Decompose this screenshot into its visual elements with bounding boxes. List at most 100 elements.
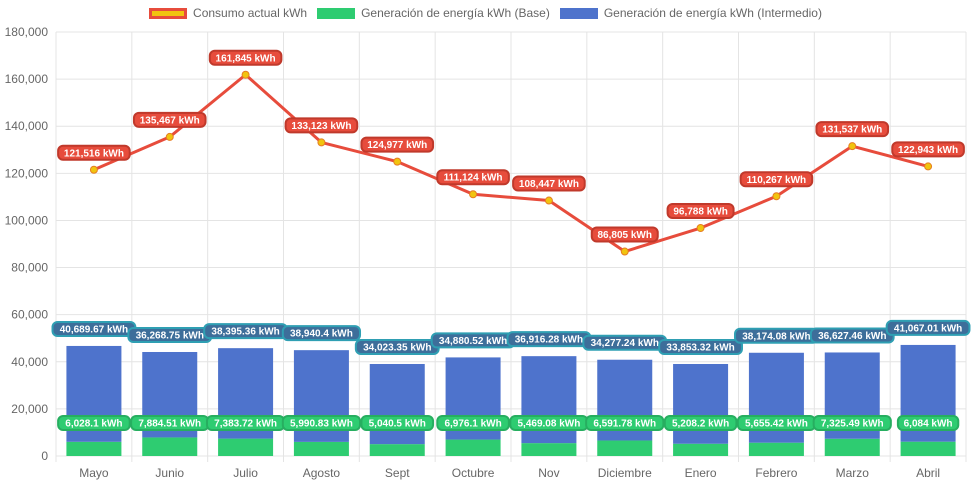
x-tick-label: Sept bbox=[385, 466, 410, 480]
data-label-base-bg bbox=[896, 415, 960, 431]
data-label-intermedio: 33,853.32 kWh bbox=[666, 342, 734, 353]
data-label-consumo: 161,845 kWh bbox=[216, 53, 276, 64]
point-consumo bbox=[393, 157, 402, 166]
data-label-consumo: 131,537 kWh bbox=[822, 125, 882, 136]
y-tick-label: 60,000 bbox=[11, 308, 48, 322]
point-consumo bbox=[165, 132, 174, 141]
y-tick-label: 180,000 bbox=[5, 25, 49, 39]
bar-base bbox=[445, 439, 501, 456]
legend-item-consumo[interactable]: Consumo actual kWh bbox=[149, 6, 307, 20]
data-label-consumo-bg bbox=[666, 203, 735, 220]
data-label-consumo: 111,124 kWh bbox=[444, 173, 503, 184]
x-tick-label: Marzo bbox=[836, 466, 870, 480]
data-label-base-bg bbox=[436, 415, 510, 431]
x-tick-label: Octubre bbox=[452, 466, 495, 480]
data-label-base: 5,655.42 kWh bbox=[745, 419, 808, 430]
bar-base bbox=[673, 443, 729, 456]
y-tick-label: 20,000 bbox=[11, 402, 48, 416]
y-tick-label: 40,000 bbox=[11, 355, 48, 369]
data-label-base: 7,884.51 kWh bbox=[138, 419, 201, 430]
data-label-consumo-bg bbox=[891, 141, 965, 158]
legend-swatch-consumo bbox=[149, 7, 188, 19]
data-label-consumo-bg bbox=[512, 175, 586, 192]
data-label-consumo-bg bbox=[815, 121, 890, 138]
bar-base bbox=[66, 441, 122, 456]
data-label-base: 6,084 kWh bbox=[904, 419, 953, 430]
data-label-consumo: 108,447 kWh bbox=[519, 179, 579, 190]
legend-label-consumo: Consumo actual kWh bbox=[193, 6, 308, 20]
data-label-consumo-bg bbox=[57, 144, 131, 161]
x-tick-label: Febrero bbox=[755, 466, 797, 480]
data-label-intermedio: 38,174.08 kWh bbox=[742, 331, 810, 342]
legend-item-intermedio[interactable]: Generación de energía kWh (Intermedio) bbox=[559, 6, 822, 20]
data-label-base-bg bbox=[360, 415, 435, 431]
data-label-consumo: 124,977 kWh bbox=[367, 140, 427, 151]
point-consumo bbox=[241, 70, 250, 79]
x-tick-label: Agosto bbox=[303, 466, 341, 480]
x-tick-label: Nov bbox=[538, 466, 559, 480]
data-label-consumo: 121,516 kWh bbox=[64, 148, 124, 159]
bar-base bbox=[748, 442, 804, 456]
data-label-intermedio-bg bbox=[658, 338, 743, 355]
y-tick-label: 80,000 bbox=[11, 261, 48, 275]
legend-label-base: Generación de energía kWh (Base) bbox=[361, 6, 550, 20]
bar-base bbox=[900, 441, 956, 456]
data-label-intermedio: 40,689.67 kWh bbox=[60, 324, 128, 335]
point-consumo bbox=[696, 224, 705, 233]
y-tick-label: 140,000 bbox=[5, 119, 49, 133]
point-consumo bbox=[89, 165, 98, 174]
data-label-intermedio: 36,268.75 kWh bbox=[136, 330, 204, 341]
legend-swatch-base bbox=[317, 7, 356, 19]
data-label-base: 5,208.2 kWh bbox=[672, 419, 729, 430]
data-label-base: 6,591.78 kWh bbox=[593, 419, 656, 430]
data-label-intermedio-bg bbox=[281, 325, 362, 342]
bar-base bbox=[142, 437, 198, 456]
bar-base bbox=[521, 443, 577, 456]
data-label-consumo: 110,267 kWh bbox=[747, 175, 806, 186]
data-label-base: 5,469.08 kWh bbox=[518, 419, 581, 430]
x-tick-label: Abril bbox=[916, 466, 940, 480]
data-label-base-bg bbox=[57, 415, 131, 431]
data-label-consumo: 135,467 kWh bbox=[140, 115, 200, 126]
data-label-intermedio: 38,395.36 kWh bbox=[211, 327, 279, 338]
data-label-intermedio: 34,023.35 kWh bbox=[363, 342, 431, 353]
data-label-consumo: 122,943 kWh bbox=[898, 145, 958, 156]
bar-intermedio bbox=[673, 363, 729, 444]
bar-intermedio bbox=[369, 363, 425, 445]
point-consumo bbox=[544, 196, 553, 205]
bar-base bbox=[218, 438, 274, 456]
data-label-consumo-bg bbox=[208, 49, 283, 66]
data-label-consumo: 133,123 kWh bbox=[291, 121, 351, 132]
x-tick-label: Enero bbox=[685, 466, 717, 480]
data-label-base: 6,976.1 kWh bbox=[444, 419, 501, 430]
data-label-consumo-bg bbox=[739, 171, 814, 188]
legend-label-intermedio: Generación de energía kWh (Intermedio) bbox=[603, 6, 822, 20]
data-label-intermedio: 38,940.4 kWh bbox=[290, 329, 353, 340]
bar-base bbox=[597, 440, 653, 456]
data-label-base-bg bbox=[281, 415, 362, 431]
data-label-base: 6,028.1 kWh bbox=[65, 419, 122, 430]
y-tick-label: 160,000 bbox=[5, 72, 49, 86]
data-label-base-bg bbox=[812, 415, 892, 431]
data-label-intermedio: 41,067.01 kWh bbox=[894, 323, 962, 334]
data-label-consumo: 96,788 kWh bbox=[673, 207, 727, 218]
point-consumo bbox=[469, 190, 478, 199]
data-label-consumo-bg bbox=[360, 136, 435, 153]
point-consumo bbox=[317, 138, 326, 147]
data-label-base-bg bbox=[585, 415, 665, 431]
line-consumo bbox=[93, 73, 929, 254]
data-label-intermedio-bg bbox=[885, 319, 971, 336]
data-label-base: 5,040.5 kWh bbox=[369, 419, 426, 430]
bar-base bbox=[293, 441, 349, 456]
data-label-base: 7,383.72 kWh bbox=[214, 419, 277, 430]
legend-swatch-intermedio bbox=[559, 7, 598, 19]
point-consumo bbox=[848, 142, 857, 151]
bar-base bbox=[824, 438, 880, 456]
data-label-intermedio: 34,880.52 kWh bbox=[439, 336, 507, 347]
y-tick-label: 120,000 bbox=[5, 166, 49, 180]
y-tick-label: 100,000 bbox=[5, 213, 49, 227]
legend-item-base[interactable]: Generación de energía kWh (Base) bbox=[317, 6, 550, 20]
x-tick-label: Julio bbox=[233, 466, 258, 480]
x-tick-label: Diciembre bbox=[598, 466, 652, 480]
data-label-base: 5,990.83 kWh bbox=[290, 419, 353, 430]
